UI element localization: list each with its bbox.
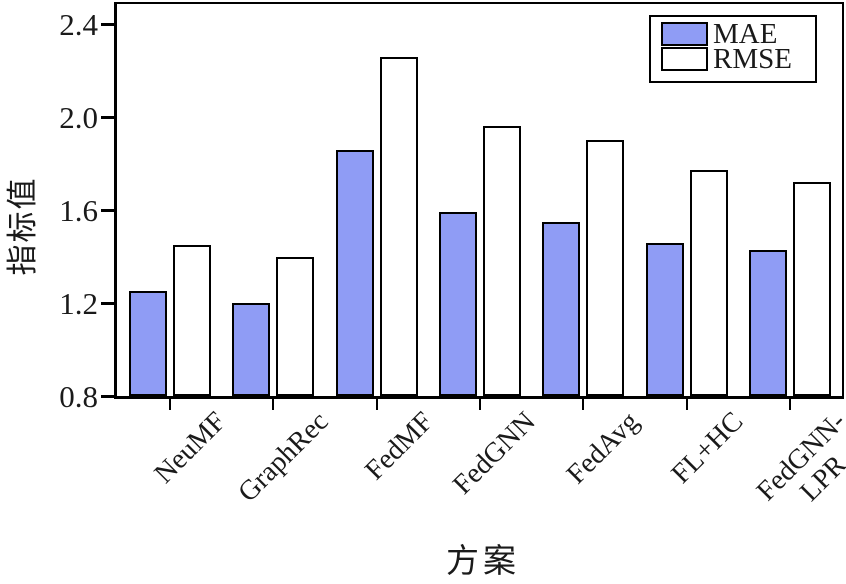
y-tick-label-0.8: 0.8 [59,379,98,414]
x-tick-label-graphrec: GraphRec [232,406,335,509]
legend-label-rmse: RMSE [713,43,792,75]
x-tick-fl+hc [686,399,688,410]
x-tick-fedgnn-lpr [789,399,791,410]
rmse-swatch-icon [661,47,708,71]
x-tick-label-fedgnn: FedGNN [447,406,542,501]
mae-swatch-icon [661,22,708,46]
y-tick-label-2.4: 2.4 [59,7,98,42]
y-tick-2.0 [101,116,114,119]
x-tick-fedavg [582,399,584,410]
bar-rmse-fl+hc [690,170,728,396]
legend: MAE RMSE [649,15,817,83]
bar-mae-fedgnn-lpr [749,250,787,396]
bar-mae-neumf [129,291,167,396]
x-tick-fedmf [376,399,378,410]
x-tick-label-fedmf: FedMF [358,406,439,487]
bar-rmse-fedmf [380,57,418,396]
y-tick-1.2 [101,302,114,305]
y-tick-1.6 [101,209,114,212]
y-axis-title: 指标值 [5,176,40,276]
legend-label-mae: MAE [713,18,778,50]
y-tick-label-1.6: 1.6 [59,193,98,228]
y-tick-0.8 [101,395,114,398]
bar-rmse-fedgnn-lpr [793,182,831,396]
bar-rmse-neumf [173,245,211,396]
bar-rmse-fedavg [586,140,624,396]
bar-rmse-fedgnn [483,126,521,396]
y-tick-2.4 [101,23,114,26]
bar-mae-graphrec [232,303,270,396]
legend-row-rmse: RMSE [661,43,815,75]
x-tick-fedgnn [479,399,481,410]
bar-mae-fedmf [336,150,374,396]
x-tick-label-fedgnn-lpr: FedGNN- LPR [750,406,846,508]
x-tick-label-fl+hc: FL+HC [665,406,749,490]
x-tick-neumf [169,399,171,410]
x-tick-label-neumf: NeuMF [148,406,232,490]
bar-mae-fl+hc [646,243,684,396]
bar-mae-fedavg [542,222,580,396]
y-tick-label-2.0: 2.0 [59,100,98,135]
bar-mae-fedgnn [439,212,477,396]
y-tick-label-1.2: 1.2 [59,286,98,321]
bar-rmse-graphrec [276,257,314,396]
x-tick-graphrec [272,399,274,410]
x-axis-title: 方案 [446,544,520,580]
legend-row-mae: MAE [661,18,815,50]
x-tick-label-fedavg: FedAvg [560,406,645,491]
